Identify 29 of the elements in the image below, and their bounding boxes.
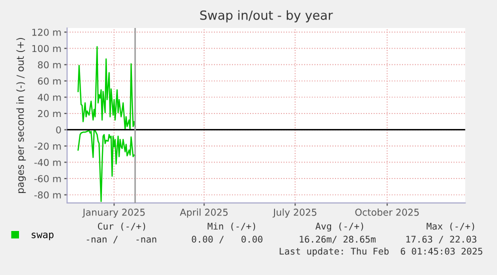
line-series (77, 46, 136, 130)
y-tick-label: 40 m (38, 94, 61, 101)
y-tick-label: -80 m (34, 191, 61, 199)
y-tick-label: 80 m (38, 61, 61, 68)
text: Min (-/+) (208, 222, 256, 231)
text: Avg (-/+) (316, 222, 364, 232)
text: Max (-/+) (426, 222, 474, 231)
text: Last update: Thu Feb 6 01:45:03 2025 (280, 248, 482, 256)
text: 16.26m/ 28.65m (300, 236, 376, 244)
x-tick-label: October 2025 (355, 208, 419, 216)
text: 17.63 / 22.03 (406, 236, 476, 244)
y-tick-label: -60 m (34, 175, 61, 182)
legend-label: swap (32, 232, 54, 240)
y-tick-label: 20 m (38, 110, 61, 118)
x-tick-label: April 2025 (180, 208, 228, 218)
text: 0.00 / 0.00 (192, 236, 262, 244)
chart-title: Swap in/out - by year (200, 10, 333, 22)
text: -nan / -nan (86, 236, 156, 244)
text: Cur (-/+) (98, 222, 146, 231)
y-axis-title: pages per second in (-) / out (+) (16, 38, 26, 193)
y-tick-label: -40 m (34, 158, 61, 166)
line-series (77, 130, 136, 202)
x-tick-label: January 2025 (82, 208, 145, 218)
y-tick-label: 0 (56, 126, 61, 134)
y-tick-label: 60 m (38, 78, 61, 85)
y-tick-label: -20 m (34, 142, 61, 150)
y-tick-label: 120 m (32, 28, 61, 36)
y-tick-label: 100 m (32, 44, 61, 52)
x-tick-label: July 2025 (272, 208, 316, 218)
